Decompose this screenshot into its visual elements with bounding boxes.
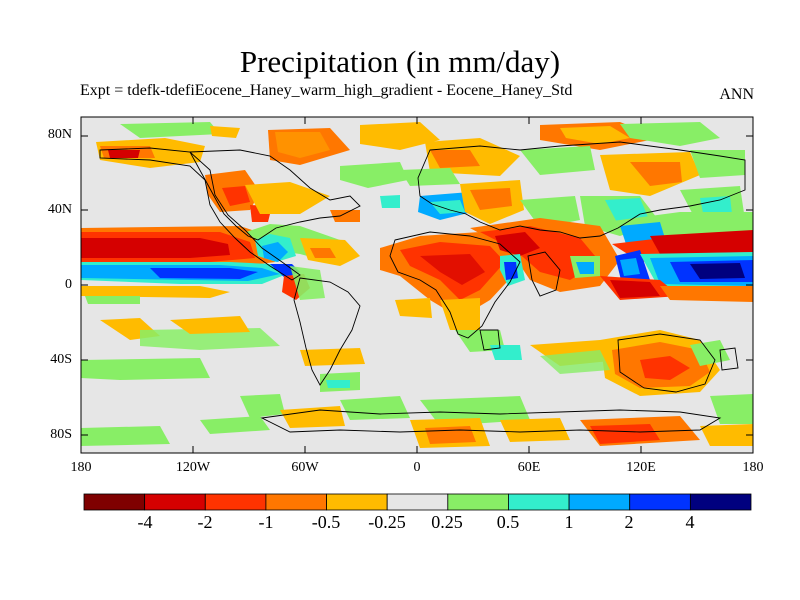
- axis-ticks: [81, 117, 753, 453]
- experiment-subtitle: Expt = tdefk-tdefiEocene_Haney_warm_high…: [80, 82, 573, 99]
- sahel-dry-band: [380, 232, 520, 330]
- lon-tick-60w: 60W: [291, 460, 319, 475]
- lat-tick-40s: 40S: [50, 352, 72, 367]
- pacific-dry-band: [81, 226, 275, 266]
- lon-tick-180w: 180: [70, 460, 92, 475]
- lon-tick-120w: 120W: [175, 460, 211, 475]
- colorbar-box: [447, 493, 509, 511]
- colorbar-box: [386, 493, 449, 511]
- colorbar-label: 4: [685, 512, 695, 532]
- anomaly-field: [81, 122, 753, 448]
- colorbar-label: 1: [564, 512, 574, 532]
- colorbar-label: -1: [258, 512, 274, 532]
- lon-tick-0: 0: [413, 460, 421, 475]
- pacific-wet-band: [81, 262, 300, 284]
- colorbar-box: [204, 493, 267, 511]
- lat-tick-40n: 40N: [47, 202, 72, 217]
- season-label: ANN: [719, 86, 754, 103]
- coastlines: [99, 141, 746, 433]
- colorbar-label: -2: [197, 512, 213, 532]
- lat-tick-0: 0: [65, 277, 72, 292]
- colorbar-label: -0.5: [311, 512, 341, 532]
- lon-tick-60e: 60E: [517, 460, 541, 475]
- colorbar-box: [265, 493, 327, 511]
- colorbar-box: [508, 493, 570, 511]
- colorbar-label: -4: [137, 512, 153, 532]
- lat-tick-80n: 80N: [47, 127, 72, 142]
- colorbar-label: -0.25: [368, 512, 406, 532]
- colorbar-box: [326, 493, 388, 511]
- colorbar-label: 0.5: [496, 512, 520, 532]
- colorbar-box: [83, 493, 146, 511]
- lon-tick-180e: 180: [742, 460, 764, 475]
- colorbar-box: [144, 493, 206, 511]
- colorbar-box: [629, 493, 691, 511]
- map-title: Precipitation (in mm/day): [239, 44, 561, 79]
- colorbar-box: [568, 493, 631, 511]
- lon-tick-120e: 120E: [626, 460, 656, 475]
- west-pacific-bands: [600, 212, 753, 302]
- colorbar-box: [689, 493, 752, 511]
- lat-tick-80s: 80S: [50, 427, 72, 442]
- colorbar-label: 0.25: [431, 512, 463, 532]
- colorbar-label: 2: [624, 512, 634, 532]
